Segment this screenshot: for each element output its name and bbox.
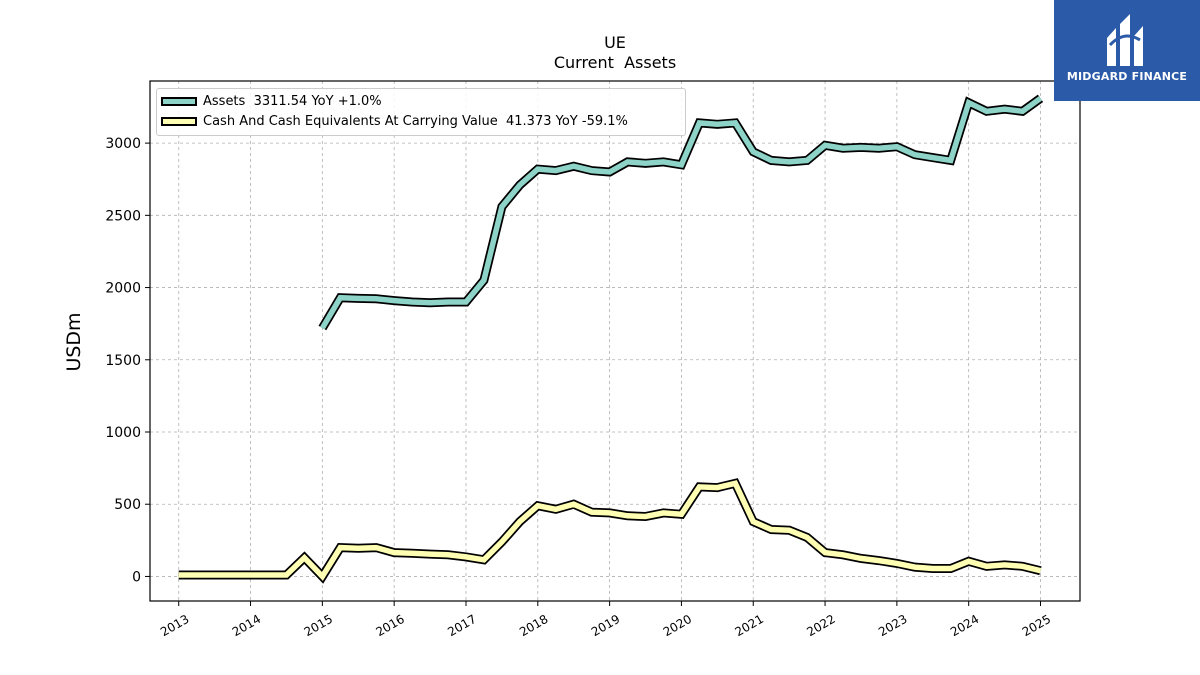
chart-subtitle: Current Assets — [554, 53, 676, 72]
series-lines — [178, 94, 1044, 584]
x-tick-label: 2013 — [158, 612, 191, 639]
y-tick-label: 500 — [114, 497, 141, 513]
midgard-logo-icon — [1107, 14, 1143, 66]
legend-label-assets: Assets 3311.54 YoY +1.0% — [203, 93, 382, 109]
x-tick-label: 2021 — [733, 612, 766, 639]
series-line-cash — [178, 480, 1042, 581]
legend-item-cash: Cash And Cash Equivalents At Carrying Va… — [161, 111, 628, 131]
y-tick-label: 1000 — [105, 425, 141, 441]
y-tick-label: 3000 — [105, 136, 141, 152]
x-tick-label: 2025 — [1020, 612, 1053, 639]
legend-label-cash: Cash And Cash Equivalents At Carrying Va… — [203, 113, 628, 129]
x-tick-label: 2018 — [517, 612, 550, 639]
x-tick-label: 2022 — [804, 612, 837, 639]
series-line-assets — [320, 96, 1043, 330]
x-tick-label: 2019 — [589, 612, 622, 639]
x-tick-label: 2024 — [948, 612, 981, 639]
legend-item-assets: Assets 3311.54 YoY +1.0% — [161, 91, 382, 111]
x-tick-label: 2014 — [230, 612, 263, 639]
legend-swatch-cash — [161, 116, 197, 126]
legend-swatch-assets — [161, 96, 197, 106]
legend: Assets 3311.54 YoY +1.0% Cash And Cash E… — [156, 88, 686, 136]
x-tick-label: 2016 — [373, 612, 406, 639]
plot-frame — [149, 80, 1081, 602]
y-axis-label: USDm — [63, 312, 85, 371]
y-tick-label: 2500 — [105, 208, 141, 224]
y-tick-label: 2000 — [105, 281, 141, 297]
y-tick-label: 0 — [132, 569, 141, 585]
x-tick-label: 2017 — [445, 612, 478, 639]
y-tick-label: 1500 — [105, 353, 141, 369]
x-tick-label: 2015 — [302, 612, 335, 639]
brand-name: MIDGARD FINANCE — [1066, 70, 1188, 83]
x-tick-label: 2023 — [876, 612, 909, 639]
chart-title: UE — [604, 33, 626, 52]
x-tick-label: 2020 — [661, 612, 694, 639]
brand-logo: MIDGARD FINANCE — [1054, 0, 1200, 101]
